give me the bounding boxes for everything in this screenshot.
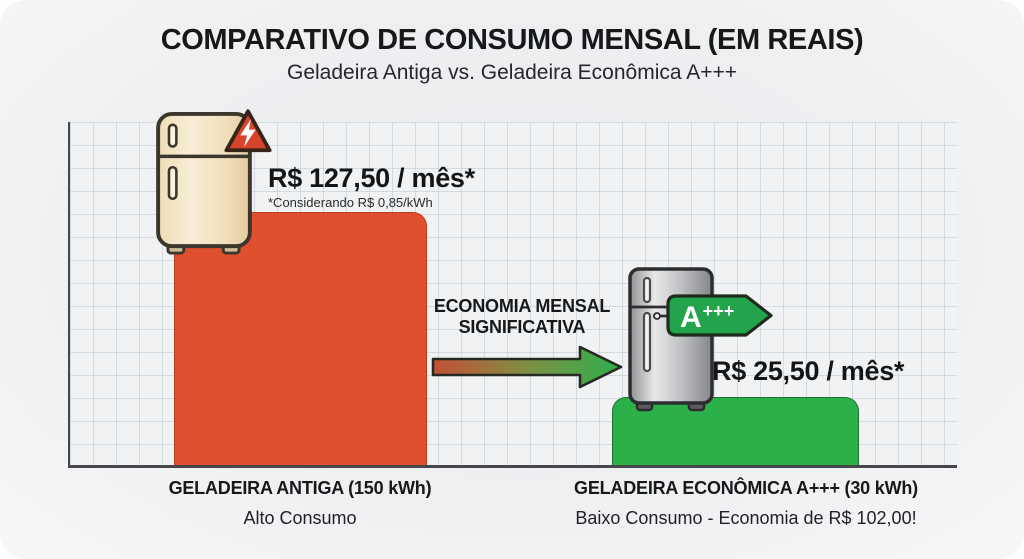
- category-sublabel: Baixo Consumo - Economia de R$ 102,00!: [575, 508, 917, 528]
- page-title: COMPARATIVO DE CONSUMO MENSAL (EM REAIS): [160, 24, 864, 56]
- category-label: GELADEIRA ANTIGA (150 kWh): [168, 478, 432, 498]
- tag-pin: [653, 312, 661, 320]
- category-label: GELADEIRA ECONÔMICA A+++ (30 kWh): [574, 478, 918, 498]
- energy-label-icon: A+++: [653, 294, 773, 337]
- savings-annotation: ECONOMIA MENSAL SIGNIFICATIVA: [433, 296, 611, 338]
- savings-arrow-icon: [431, 345, 623, 389]
- bar-old-fridge: [174, 212, 427, 465]
- fridge-handle: [642, 311, 652, 373]
- warning-bolt-icon: [224, 109, 272, 153]
- value-label-old: R$ 127,50 / mês*: [268, 163, 475, 193]
- category-eco-fridge: GELADEIRA ECONÔMICA A+++ (30 kWh) Baixo …: [545, 478, 947, 529]
- energy-class-plus: +++: [703, 301, 735, 321]
- arrow-shape: [431, 345, 623, 389]
- bar-eco-fridge: [612, 397, 859, 465]
- category-sublabel: Alto Consumo: [243, 508, 357, 528]
- tariff-footnote: *Considerando R$ 0,85/kWh: [268, 195, 433, 210]
- fridge-handle: [167, 123, 178, 148]
- category-old-fridge: GELADEIRA ANTIGA (150 kWh) Alto Consumo: [110, 478, 490, 529]
- eco-fridge-icon: [628, 267, 714, 412]
- fridge-handle: [167, 165, 178, 201]
- value-label-eco: R$ 25,50 / mês*: [712, 356, 905, 386]
- page-subtitle: Geladeira Antiga vs. Geladeira Econômica…: [286, 61, 738, 84]
- fridge-handle: [642, 276, 652, 304]
- lightning-bolt: [240, 119, 256, 147]
- energy-class-letter: A+++: [680, 301, 734, 334]
- tag-shape: [666, 294, 773, 337]
